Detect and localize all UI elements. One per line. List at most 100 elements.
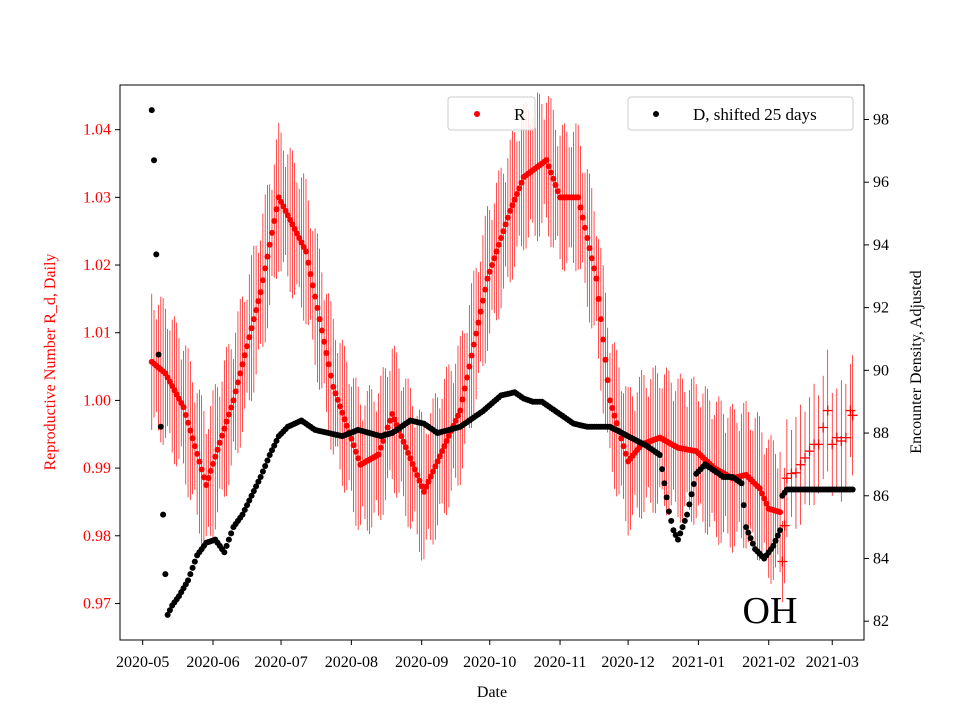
x-tick-label: 2020-06 (186, 654, 239, 671)
r-point (543, 157, 550, 164)
r-point (316, 316, 323, 323)
d-point (225, 536, 232, 543)
r-point (486, 268, 493, 275)
r-point (182, 411, 189, 418)
r-point (452, 417, 459, 424)
r-forecast-point (786, 468, 797, 479)
left-tick-label: 0.97 (83, 595, 111, 612)
d-point (250, 488, 257, 495)
x-axis: 2020-05 2020-06 2020-07 2020-08 2020-09 2020-… (116, 640, 859, 671)
x-tick-label: 2021-03 (806, 654, 859, 671)
left-axis-label: Reproductive Number R_d, Daily (42, 254, 59, 471)
r-point (511, 196, 518, 203)
r-point (470, 341, 477, 348)
r-point (343, 422, 350, 429)
d-point (772, 537, 779, 544)
d-point (268, 447, 275, 454)
d-point (271, 442, 278, 449)
r-point (384, 424, 391, 431)
d-point (164, 611, 171, 618)
r-point (332, 390, 339, 397)
plot-frame (119, 84, 865, 641)
d-point (688, 491, 695, 498)
r-point (441, 443, 448, 450)
r-point (427, 473, 434, 480)
r-point (289, 221, 296, 228)
r-point (239, 361, 246, 368)
right-axis-label: Encounter Density, Adjusted (908, 270, 925, 453)
r-point (554, 188, 561, 195)
d-point (774, 532, 781, 539)
r-forecast-point (781, 473, 792, 484)
r-point (411, 466, 418, 473)
x-tick-label: 2020-11 (534, 654, 587, 671)
x-tick-label: 2021-01 (672, 654, 725, 671)
r-point (475, 319, 482, 326)
r-point (407, 455, 414, 462)
r-point (323, 350, 330, 357)
r-point (266, 241, 273, 248)
right-tick-label: 82 (873, 613, 889, 630)
r-point (430, 468, 437, 475)
r-point (314, 304, 321, 311)
d-point (153, 251, 160, 258)
r-point (246, 334, 253, 341)
r-point (214, 446, 221, 453)
d-point (244, 502, 251, 509)
r-point (577, 204, 584, 211)
r-point (389, 410, 396, 417)
r-point (250, 316, 257, 323)
r-point (461, 385, 468, 392)
r-point (479, 297, 486, 304)
r-forecast-point (822, 405, 833, 416)
r-point (234, 379, 241, 386)
r-point (255, 298, 262, 305)
r-point (459, 396, 466, 403)
r-point (191, 443, 198, 450)
r-point (582, 224, 588, 231)
r-forecast-point (847, 410, 858, 421)
r-point (550, 175, 557, 182)
r-forecast-point (795, 459, 806, 470)
r-point (597, 316, 604, 323)
left-tick-label: 1.01 (83, 325, 111, 342)
r-point (264, 253, 271, 260)
r-forecast-point (800, 452, 811, 463)
r-point (221, 425, 228, 432)
r-point (223, 418, 230, 425)
d-series (148, 107, 856, 618)
r-point (293, 230, 300, 237)
r-point (386, 417, 393, 424)
r-point (187, 427, 194, 434)
r-point (763, 500, 770, 507)
r-point (414, 472, 421, 479)
r-point (477, 308, 484, 315)
r-point (484, 275, 491, 282)
r-point (318, 327, 325, 334)
x-axis-label: Date (477, 684, 507, 701)
legend-r-marker (474, 111, 480, 117)
r-point (337, 403, 344, 410)
r-point (402, 444, 409, 451)
r-point (298, 239, 305, 246)
right-tick-label: 98 (873, 111, 889, 128)
d-point (738, 480, 745, 487)
left-tick-label: 1.00 (83, 392, 111, 409)
right-tick-label: 94 (873, 237, 889, 254)
r-point (339, 409, 346, 416)
r-point (303, 248, 309, 255)
d-point (740, 502, 747, 509)
r-point (579, 214, 586, 221)
r-point (606, 397, 613, 404)
r-point (262, 265, 269, 272)
d-point (189, 564, 196, 571)
d-point (259, 468, 266, 475)
r-point (432, 463, 439, 470)
r-forecast-point (840, 432, 851, 443)
d-point (228, 530, 235, 537)
r-point (588, 255, 595, 262)
r-point (586, 245, 593, 252)
r-point (248, 325, 255, 332)
d-point (675, 536, 681, 543)
r-forecast-point (818, 422, 829, 433)
